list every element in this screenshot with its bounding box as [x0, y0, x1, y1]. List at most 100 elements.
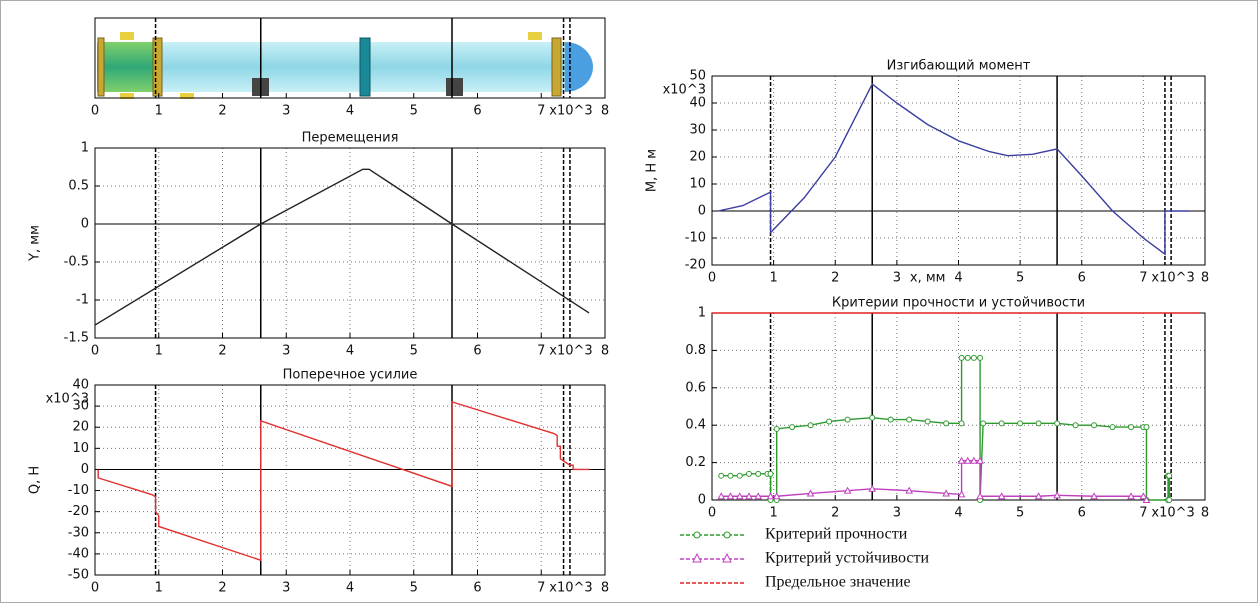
point-marker — [1018, 421, 1023, 426]
x-tick-label: 6 — [473, 344, 481, 359]
x-tick-label: 3 — [282, 581, 290, 596]
x-tick-label: 8 — [601, 104, 609, 119]
point-marker — [1129, 425, 1134, 430]
screen: 012345678x10^3ПеремещенияY, мм012345678x… — [0, 0, 1258, 603]
point-marker — [719, 473, 724, 478]
chart-title: Изгибающий момент — [887, 59, 1031, 74]
point-marker — [907, 417, 912, 422]
x-tick-label: 7 — [537, 581, 545, 596]
point-marker — [978, 355, 983, 360]
x-tick-label: 2 — [831, 506, 839, 521]
x-tick-label: 3 — [893, 271, 901, 286]
x-tick-label: 1 — [155, 581, 163, 596]
point-marker — [1036, 421, 1041, 426]
x-axis-label: x, мм — [910, 271, 946, 286]
point-marker — [1167, 498, 1172, 503]
x-tick-label: 5 — [410, 104, 418, 119]
point-marker — [870, 415, 875, 420]
y-tick-label: 0.4 — [685, 418, 706, 433]
y-tick-label: 0 — [698, 493, 706, 508]
point-marker — [965, 355, 970, 360]
point-marker — [1055, 421, 1060, 426]
point-marker — [981, 421, 986, 426]
x-tick-label: 8 — [601, 581, 609, 596]
y-axis-label: Y, мм — [28, 225, 43, 262]
point-marker — [925, 419, 930, 424]
x-tick-label: 1 — [769, 506, 777, 521]
x-tick-label: 4 — [346, 581, 354, 596]
legend-marker — [724, 532, 730, 538]
x-tick-label: 5 — [1016, 271, 1024, 286]
x-multiplier: x10^3 — [1151, 506, 1194, 521]
point-marker — [774, 426, 779, 431]
point-marker — [944, 421, 949, 426]
x-tick-label: 4 — [346, 104, 354, 119]
point-marker — [999, 421, 1004, 426]
x-multiplier: x10^3 — [549, 581, 592, 596]
y-tick-label: 0 — [81, 462, 89, 477]
point-marker — [1110, 425, 1115, 430]
y-tick-label: 0.8 — [685, 343, 706, 358]
y-tick-label: 0.5 — [68, 179, 89, 194]
x-tick-label: 0 — [91, 581, 99, 596]
x-multiplier: x10^3 — [549, 344, 592, 359]
y-tick-label: -1.5 — [64, 331, 89, 346]
x-tick-label: 7 — [537, 104, 545, 119]
chart-title: Поперечное усилие — [283, 368, 418, 383]
x-tick-label: 1 — [769, 271, 777, 286]
x-tick-label: 4 — [346, 344, 354, 359]
x-tick-label: 7 — [537, 344, 545, 359]
x-tick-label: 3 — [282, 104, 290, 119]
y-tick-label: 0 — [698, 204, 706, 219]
x-tick-label: 4 — [954, 506, 962, 521]
x-tick-label: 2 — [218, 581, 226, 596]
x-tick-label: 0 — [91, 344, 99, 359]
y-tick-label: -40 — [68, 546, 89, 561]
y-tick-label: 40 — [72, 378, 89, 393]
x-tick-label: 2 — [218, 344, 226, 359]
legend-label: Критерий прочности — [765, 526, 908, 543]
point-marker — [737, 473, 742, 478]
x-tick-label: 6 — [473, 104, 481, 119]
x-tick-label: 2 — [831, 271, 839, 286]
point-marker — [756, 471, 761, 476]
point-marker — [959, 355, 964, 360]
point-marker — [1167, 473, 1172, 478]
x-tick-label: 7 — [1139, 271, 1147, 286]
point-marker — [808, 423, 813, 428]
y-tick-label: -20 — [68, 504, 89, 519]
y-tick-label: 1 — [81, 141, 89, 156]
x-tick-label: 8 — [1201, 271, 1209, 286]
x-tick-label: 1 — [155, 344, 163, 359]
point-marker — [827, 419, 832, 424]
y-tick-label: 50 — [689, 69, 706, 84]
x-tick-label: 1 — [155, 104, 163, 119]
chart-title: Перемещения — [302, 131, 399, 146]
y-tick-label: -50 — [68, 568, 89, 583]
page: {"chart_data":[ {"type":"schematic","xli… — [0, 0, 1258, 607]
x-tick-label: 4 — [954, 271, 962, 286]
y-tick-label: 0.6 — [685, 380, 706, 395]
chart-title: Критерии прочности и устойчивости — [832, 296, 1085, 311]
point-marker — [1144, 425, 1149, 430]
point-marker — [971, 355, 976, 360]
point-marker — [790, 425, 795, 430]
x-tick-label: 3 — [893, 506, 901, 521]
x-tick-label: 8 — [1201, 506, 1209, 521]
legend-label: Критерий устойчивости — [765, 550, 929, 567]
y-axis-label: Q, Н — [28, 466, 43, 494]
x-tick-label: 0 — [91, 104, 99, 119]
y-tick-label: 10 — [72, 441, 89, 456]
point-marker — [768, 471, 773, 476]
point-marker — [888, 417, 893, 422]
x-tick-label: 6 — [473, 581, 481, 596]
point-marker — [1092, 423, 1097, 428]
vessel-drawing — [97, 32, 593, 99]
x-tick-label: 3 — [282, 344, 290, 359]
y-tick-label: 10 — [689, 177, 706, 192]
y-tick-label: -20 — [685, 258, 706, 273]
y-tick-label: 30 — [72, 399, 89, 414]
y-tick-label: -30 — [68, 525, 89, 540]
legend-marker — [694, 532, 700, 538]
point-marker — [959, 421, 964, 426]
